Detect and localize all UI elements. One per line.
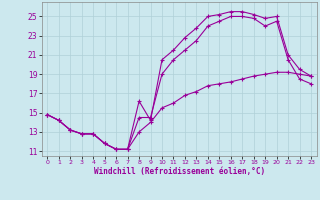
X-axis label: Windchill (Refroidissement éolien,°C): Windchill (Refroidissement éolien,°C) xyxy=(94,167,265,176)
